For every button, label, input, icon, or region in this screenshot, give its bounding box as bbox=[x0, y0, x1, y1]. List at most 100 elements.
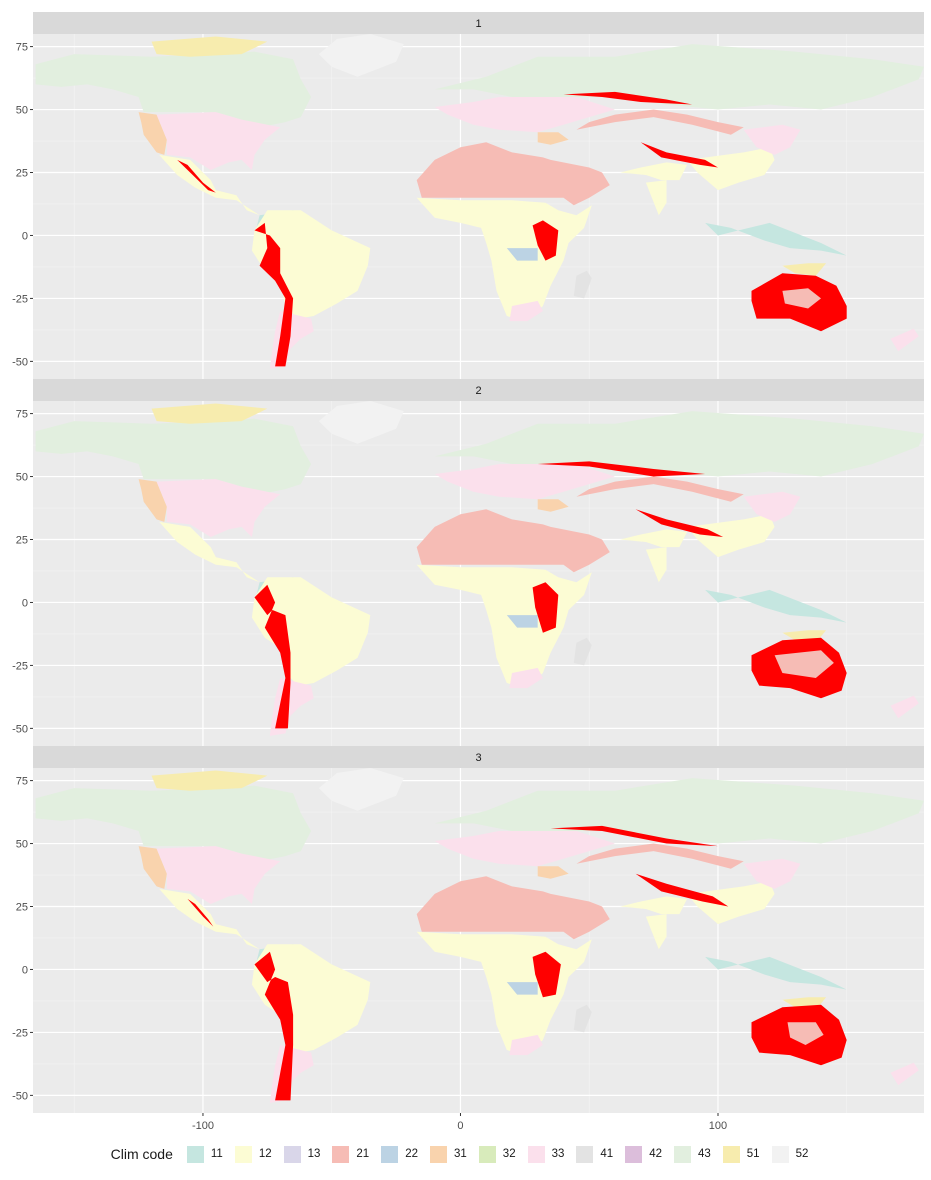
legend-item: 31 bbox=[430, 1145, 467, 1163]
climate-region-12 bbox=[620, 162, 688, 181]
y-tick-label: 0 bbox=[22, 964, 28, 976]
highlight-region bbox=[187, 898, 214, 927]
climate-region-51 bbox=[151, 770, 268, 791]
panel-strip-label: 2 bbox=[475, 385, 481, 397]
highlight-region bbox=[532, 951, 561, 998]
climate-region-33 bbox=[156, 846, 281, 904]
climate-region-11 bbox=[705, 222, 847, 256]
climate-region-33 bbox=[890, 1062, 919, 1086]
legend-swatch bbox=[771, 1145, 789, 1163]
legend-label: 31 bbox=[454, 1148, 467, 1160]
legend-item: 42 bbox=[625, 1145, 662, 1163]
y-tick-label: 25 bbox=[16, 168, 28, 180]
climate-region-12 bbox=[687, 881, 775, 925]
legend-label: 33 bbox=[551, 1148, 565, 1160]
legend-item: 43 bbox=[673, 1145, 711, 1163]
legend-label: 41 bbox=[600, 1148, 614, 1160]
climate-region-12 bbox=[645, 914, 667, 950]
climate-region-22 bbox=[506, 248, 538, 261]
legend-swatch bbox=[527, 1145, 545, 1163]
climate-region-43 bbox=[434, 778, 924, 844]
climate-region-33 bbox=[156, 112, 281, 170]
legend-item: 41 bbox=[576, 1145, 614, 1163]
legend-swatch bbox=[673, 1145, 691, 1163]
legend-item: 11 bbox=[186, 1145, 223, 1163]
climate-region-33 bbox=[156, 479, 281, 537]
highlight-region bbox=[635, 509, 724, 537]
climate-region-22 bbox=[506, 982, 538, 995]
panel-strip bbox=[33, 12, 924, 34]
climate-region-21 bbox=[416, 876, 610, 940]
legend-label: 52 bbox=[795, 1148, 809, 1160]
legend-label: 11 bbox=[210, 1148, 223, 1160]
climate-region-11 bbox=[705, 956, 847, 990]
climate-region-12 bbox=[687, 147, 775, 191]
climate-region-22 bbox=[506, 615, 538, 628]
legend-item: 12 bbox=[234, 1145, 272, 1163]
climate-region-52 bbox=[318, 401, 404, 444]
legend-label: 43 bbox=[697, 1148, 711, 1160]
climate-region-52 bbox=[318, 34, 404, 77]
legend-swatch bbox=[722, 1145, 740, 1163]
legend-item: 22 bbox=[381, 1145, 418, 1163]
climate-region-12 bbox=[251, 210, 371, 319]
panel-strip bbox=[33, 379, 924, 401]
map-plot: 1 75 50 25 0 -25 -50 2 75 50 25 0 -25 -50 3 75 50 25 0 -25 -… bbox=[12, 12, 924, 1132]
climate-region-33 bbox=[890, 695, 919, 719]
climate-region-12 bbox=[159, 154, 260, 216]
climate-region-12 bbox=[620, 896, 688, 915]
y-tick-label: -50 bbox=[12, 356, 28, 368]
legend: Clim code 11 12 13 21 22 31 32 33 41 42 43 51 52 bbox=[0, 1142, 931, 1166]
map-layer bbox=[35, 34, 924, 369]
legend-label: 51 bbox=[746, 1148, 760, 1160]
legend-swatch bbox=[625, 1145, 643, 1163]
legend-label: 42 bbox=[649, 1148, 662, 1160]
y-tick-label: -50 bbox=[12, 723, 28, 735]
panel-2: 2 75 50 25 0 -25 -50 bbox=[12, 379, 924, 746]
highlight-region bbox=[532, 582, 559, 633]
climate-region-21 bbox=[787, 1022, 824, 1045]
y-tick-label: -50 bbox=[12, 1090, 28, 1102]
climate-region-51 bbox=[782, 263, 827, 276]
legend-swatch bbox=[332, 1145, 350, 1163]
climate-region-52 bbox=[318, 768, 404, 811]
climate-region-31 bbox=[537, 866, 569, 879]
climate-region-33 bbox=[509, 667, 543, 689]
climate-region-43 bbox=[434, 44, 924, 110]
legend-label: 22 bbox=[405, 1148, 418, 1160]
legend-label: 13 bbox=[307, 1148, 321, 1160]
x-tick-label: 100 bbox=[709, 1120, 727, 1132]
legend-swatch bbox=[381, 1145, 399, 1163]
climate-region-21 bbox=[416, 509, 610, 573]
climate-region-12 bbox=[645, 547, 667, 583]
climate-region-21 bbox=[576, 109, 744, 135]
legend-item: 32 bbox=[478, 1145, 516, 1163]
climate-region-11 bbox=[705, 589, 847, 623]
climate-region-12 bbox=[251, 577, 371, 686]
legend-label: 21 bbox=[356, 1148, 370, 1160]
highlight-region bbox=[254, 584, 291, 729]
climate-region-33 bbox=[743, 491, 801, 522]
climate-region-43 bbox=[434, 411, 924, 477]
climate-region-41 bbox=[573, 270, 592, 299]
climate-region-33 bbox=[743, 858, 801, 889]
highlight-region bbox=[550, 825, 718, 847]
map-layer bbox=[35, 401, 924, 736]
legend-label: 12 bbox=[258, 1148, 272, 1160]
y-tick-label: 50 bbox=[16, 839, 28, 851]
y-tick-label: 25 bbox=[16, 902, 28, 914]
climate-region-41 bbox=[573, 637, 592, 666]
legend-label: 32 bbox=[502, 1148, 516, 1160]
climate-region-12 bbox=[159, 888, 260, 950]
climate-region-12 bbox=[687, 514, 775, 558]
legend-swatch bbox=[478, 1145, 496, 1163]
climate-region-31 bbox=[138, 479, 167, 522]
y-tick-label: -25 bbox=[12, 293, 28, 305]
y-tick-label: 50 bbox=[16, 105, 28, 117]
climate-region-33 bbox=[434, 97, 615, 133]
climate-region-41 bbox=[573, 1004, 592, 1033]
legend-swatch bbox=[576, 1145, 594, 1163]
climate-region-12 bbox=[251, 944, 371, 1053]
y-tick-label: -25 bbox=[12, 1027, 28, 1039]
highlight-region bbox=[537, 461, 706, 477]
